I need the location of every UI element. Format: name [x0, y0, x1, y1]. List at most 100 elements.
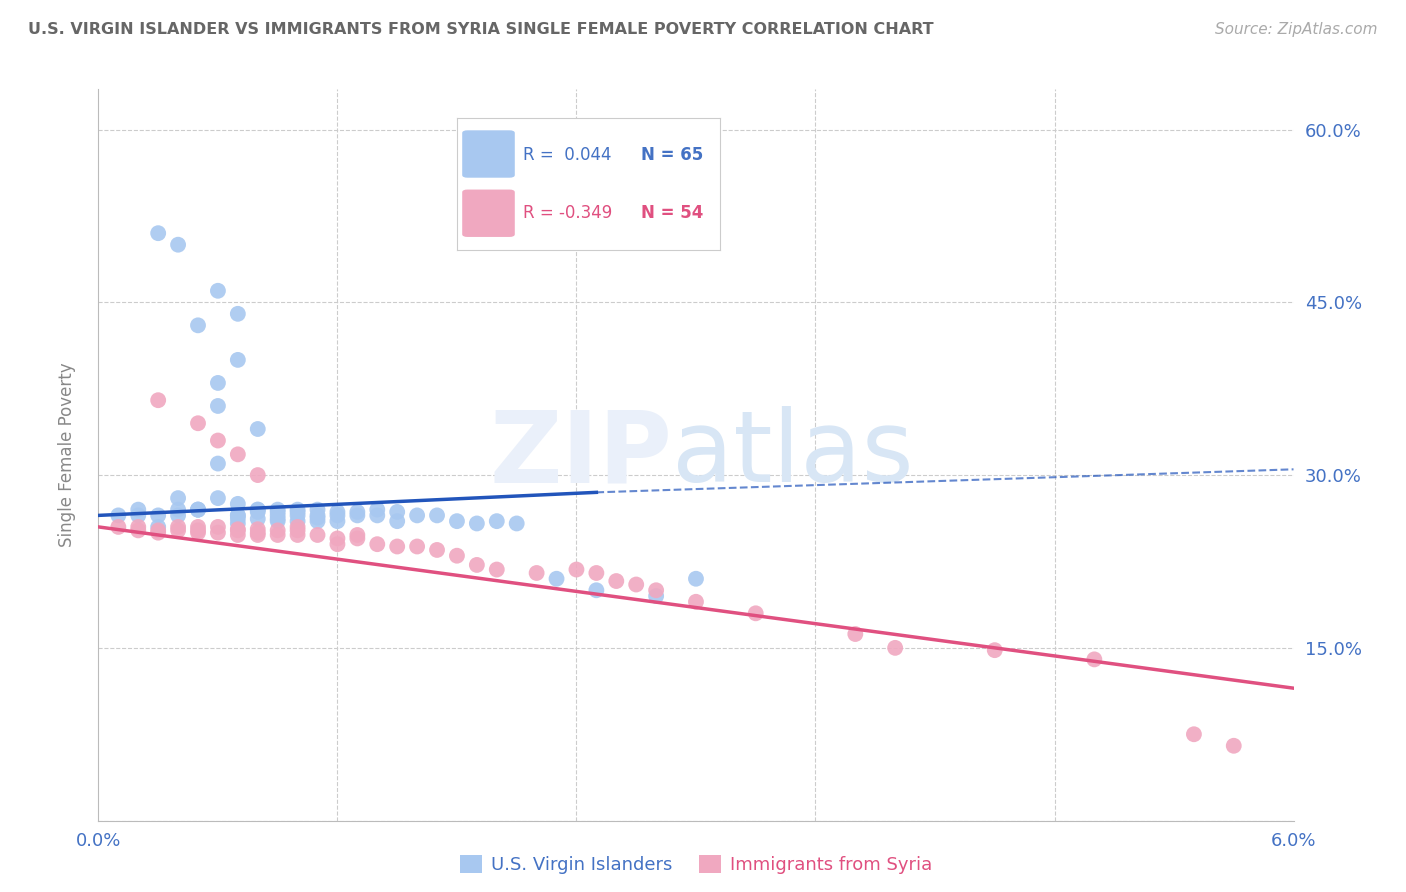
Point — [685, 595, 707, 609]
Point — [246, 525, 269, 540]
Point — [346, 508, 368, 523]
Point — [226, 508, 249, 523]
Point — [226, 522, 249, 536]
Point — [385, 514, 409, 528]
Point — [605, 574, 627, 588]
Point — [187, 318, 209, 333]
Point — [446, 514, 468, 528]
Point — [844, 627, 866, 641]
Point — [307, 510, 329, 524]
Point — [406, 508, 429, 523]
Point — [984, 643, 1007, 657]
Point — [246, 528, 269, 542]
Point — [485, 562, 508, 576]
Point — [287, 520, 309, 534]
Point — [246, 502, 269, 516]
Point — [226, 528, 249, 542]
Point — [226, 524, 249, 538]
Point — [346, 505, 368, 519]
Point — [366, 537, 388, 551]
Point — [287, 505, 309, 519]
Point — [287, 502, 309, 516]
Legend: U.S. Virgin Islanders, Immigrants from Syria: U.S. Virgin Islanders, Immigrants from S… — [453, 847, 939, 881]
Point — [585, 566, 607, 580]
Point — [326, 532, 349, 546]
Point — [148, 508, 170, 523]
Point — [506, 516, 529, 531]
Point — [267, 502, 290, 516]
Point — [207, 434, 229, 448]
Point — [307, 514, 329, 528]
Point — [385, 505, 409, 519]
Point — [546, 572, 568, 586]
Point — [426, 543, 449, 558]
Point — [267, 505, 290, 519]
Point — [446, 549, 468, 563]
Point — [207, 491, 229, 505]
Point — [148, 524, 170, 538]
Point — [307, 502, 329, 516]
Point — [267, 508, 290, 523]
Point — [246, 522, 269, 536]
Point — [226, 352, 249, 367]
Point — [226, 512, 249, 526]
Point — [267, 514, 290, 528]
Point — [148, 226, 170, 240]
Point — [685, 572, 707, 586]
Point — [167, 491, 190, 505]
Point — [385, 540, 409, 554]
Point — [207, 284, 229, 298]
Point — [326, 505, 349, 519]
Point — [127, 508, 149, 523]
Text: ZIP: ZIP — [489, 407, 672, 503]
Point — [207, 520, 229, 534]
Point — [148, 393, 170, 408]
Point — [406, 540, 429, 554]
Point — [526, 566, 548, 580]
Point — [267, 528, 290, 542]
Point — [465, 516, 488, 531]
Text: atlas: atlas — [672, 407, 914, 503]
Text: U.S. VIRGIN ISLANDER VS IMMIGRANTS FROM SYRIA SINGLE FEMALE POVERTY CORRELATION : U.S. VIRGIN ISLANDER VS IMMIGRANTS FROM … — [28, 22, 934, 37]
Point — [167, 508, 190, 523]
Point — [267, 524, 290, 538]
Point — [167, 502, 190, 516]
Point — [307, 528, 329, 542]
Point — [127, 524, 149, 538]
Point — [207, 376, 229, 390]
Point — [246, 502, 269, 516]
Point — [346, 532, 368, 546]
Point — [107, 508, 129, 523]
Point — [366, 508, 388, 523]
Point — [884, 640, 907, 655]
Point — [148, 525, 170, 540]
Point — [1182, 727, 1205, 741]
Point — [426, 508, 449, 523]
Point — [287, 528, 309, 542]
Point — [187, 416, 209, 430]
Point — [148, 520, 170, 534]
Point — [207, 399, 229, 413]
Point — [1083, 652, 1105, 666]
Point — [207, 525, 229, 540]
Point — [326, 537, 349, 551]
Point — [187, 502, 209, 516]
Point — [307, 508, 329, 523]
Point — [187, 524, 209, 538]
Point — [465, 558, 488, 572]
Point — [187, 502, 209, 516]
Y-axis label: Single Female Poverty: Single Female Poverty — [58, 363, 76, 547]
Point — [167, 520, 190, 534]
Point — [107, 520, 129, 534]
Point — [326, 508, 349, 523]
Point — [167, 524, 190, 538]
Point — [326, 514, 349, 528]
Point — [485, 514, 508, 528]
Point — [346, 528, 368, 542]
Point — [226, 497, 249, 511]
Point — [207, 457, 229, 471]
Text: Source: ZipAtlas.com: Source: ZipAtlas.com — [1215, 22, 1378, 37]
Point — [187, 520, 209, 534]
Point — [645, 583, 668, 598]
Point — [226, 516, 249, 531]
